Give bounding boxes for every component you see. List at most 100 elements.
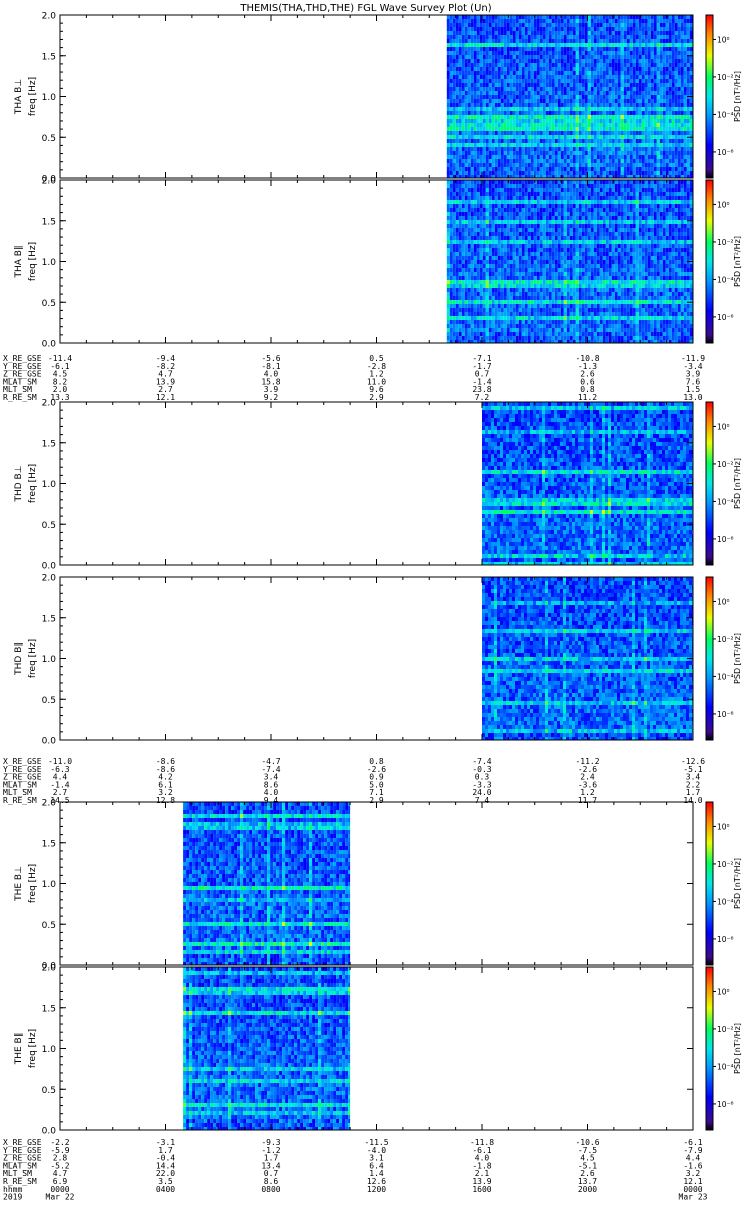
spectrogram-cell [582,55,585,59]
spectrogram-cell [519,212,522,216]
spectrogram-cell [543,167,546,171]
spectrogram-cell [669,188,672,192]
spectrogram-cell [675,87,678,91]
spectrogram-cell [690,244,693,248]
spectrogram-cell [555,240,558,244]
spectrogram-cell [648,71,651,75]
spectrogram-cell [600,19,603,23]
spectrogram-cell [534,216,537,220]
spectrogram-cell [648,167,651,171]
spectrogram-cell [636,171,639,175]
spectrogram-cell [654,71,657,75]
spectrogram-cell [549,111,552,115]
spectrogram-cell [672,248,675,252]
spectrogram-cell [678,27,681,31]
spectrogram-cell [573,35,576,39]
spectrogram-cell [585,87,588,91]
spectrogram-cell [492,91,495,95]
spectrogram-cell [462,240,465,244]
spectrogram-cell [480,212,483,216]
spectrogram-cell [633,119,636,123]
spectrogram-cell [549,99,552,103]
spectrogram-cell [681,180,684,184]
spectrogram-cell [675,99,678,103]
spectrogram-cell [606,59,609,63]
spectrogram-cell [492,55,495,59]
spectrogram-cell [501,188,504,192]
spectrogram-cell [534,51,537,55]
spectrogram-cell [528,155,531,159]
spectrogram-cell [498,155,501,159]
spectrogram-cell [672,228,675,232]
spectrogram-cell [531,99,534,103]
spectrogram-cell [582,75,585,79]
spectrogram-cell [525,216,528,220]
spectrogram-cell [591,51,594,55]
spectrogram-cell [639,188,642,192]
spectrogram-cell [690,71,693,75]
spectrogram-cell [465,167,468,171]
spectrogram-cell [645,87,648,91]
spectrogram-cell [660,19,663,23]
spectrogram-cell [597,39,600,43]
spectrogram-cell [573,111,576,115]
spectrogram-cell [513,67,516,71]
spectrogram-cell [447,107,450,111]
spectrogram-cell [639,127,642,131]
spectrogram-cell [651,115,654,119]
spectrogram-cell [534,27,537,31]
spectrogram-cell [648,131,651,135]
spectrogram-cell [552,83,555,87]
spectrogram-cell [633,71,636,75]
spectrogram-cell [648,127,651,131]
spectrogram-cell [534,55,537,59]
spectrogram-cell [582,99,585,103]
spectrogram-cell [471,127,474,131]
spectrogram-cell [498,200,501,204]
spectrogram-cell [525,143,528,147]
spectrogram-cell [537,63,540,67]
spectrogram-cell [531,171,534,175]
spectrogram-cell [594,180,597,184]
spectrogram-cell [567,55,570,59]
spectrogram-cell [600,63,603,67]
spectrogram-cell [648,35,651,39]
spectrogram-cell [567,131,570,135]
spectrogram-cell [612,99,615,103]
spectrogram-cell [468,87,471,91]
spectrogram-cell [528,59,531,63]
spectrogram-cell [519,143,522,147]
spectrogram-cell [621,244,624,248]
spectrogram-cell [678,75,681,79]
spectrogram-cell [504,99,507,103]
spectrogram-cell [486,248,489,252]
spectrogram-cell [576,220,579,224]
spectrogram-cell [603,240,606,244]
spectrogram-cell [648,27,651,31]
spectrogram-cell [687,91,690,95]
spectrogram-cell [663,192,666,196]
spectrogram-cell [510,19,513,23]
spectrogram-cell [480,155,483,159]
spectrogram-cell [657,212,660,216]
spectrogram-cell [648,143,651,147]
spectrogram-cell [660,131,663,135]
spectrogram-cell [600,47,603,51]
spectrogram-cell [450,240,453,244]
spectrogram-cell [645,139,648,143]
spectrogram-cell [660,23,663,27]
spectrogram-cell [651,167,654,171]
spectrogram-cell [504,83,507,87]
spectrogram-cell [618,192,621,196]
spectrogram-cell [663,159,666,163]
spectrogram-cell [588,23,591,27]
spectrogram-cell [681,19,684,23]
spectrogram-cell [507,87,510,91]
spectrogram-cell [618,43,621,47]
spectrogram-cell [663,151,666,155]
spectrogram-cell [630,135,633,139]
spectrogram-cell [447,188,450,192]
spectrogram-cell [462,244,465,248]
spectrogram-cell [612,39,615,43]
spectrogram-cell [456,200,459,204]
